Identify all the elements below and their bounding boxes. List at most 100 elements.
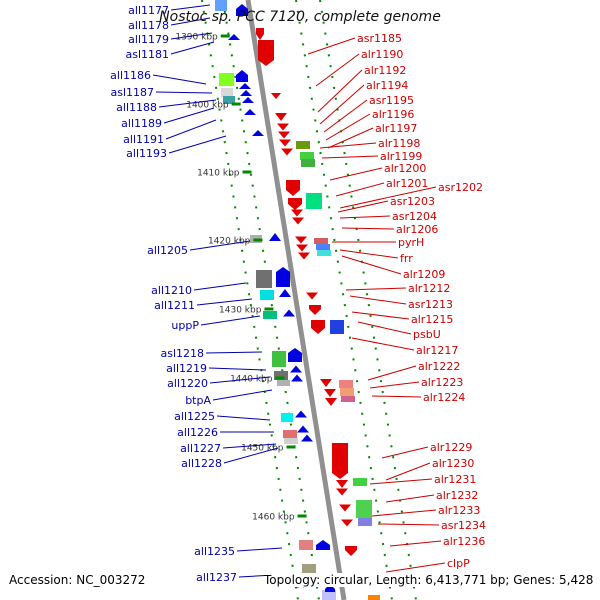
gene-label[interactable]: all1188 [116,101,157,114]
gene-label[interactable]: all1193 [126,147,167,160]
gene-leader-line [339,215,391,219]
gene-domain-block [281,413,293,422]
gene-label[interactable]: asr1203 [390,195,435,208]
gene-label[interactable]: all1179 [128,33,169,46]
gene-leader-line [351,337,415,351]
gene-leader-line [205,351,263,354]
gene-label[interactable]: all1228 [181,457,222,470]
gene-label[interactable]: all1177 [128,4,169,17]
gene-label[interactable]: alr1233 [438,504,480,517]
reverse-gene-arrow [316,540,330,550]
gene-domain-block [368,595,380,600]
gene-leader-line [357,321,412,335]
gene-label[interactable]: all1220 [167,377,208,390]
gene-leader-line [385,562,446,573]
gene-label[interactable]: all1210 [151,284,192,297]
gene-label[interactable]: alr1199 [380,150,422,163]
gene-label[interactable]: alr1196 [372,108,414,121]
gene-label[interactable]: alr1217 [416,344,458,357]
tick-mark [220,34,230,38]
gene-label[interactable]: clpP [447,557,470,570]
gene-label[interactable]: alr1232 [436,489,478,502]
gene-label[interactable]: all1191 [123,133,164,146]
gene-label[interactable]: uppP [171,319,199,332]
gene-leader-line [325,113,371,141]
gene-domain-block [296,141,310,149]
gene-label[interactable]: alr1231 [434,473,476,486]
page-title: Nostoc sp. PCC 7120, complete genome [159,9,441,25]
gene-domain-block [317,250,331,256]
gene-domain-block [284,438,298,444]
gene-label[interactable]: all1227 [180,442,221,455]
forward-gene-arrow [281,148,293,156]
tick-mark [264,307,274,311]
reverse-gene-arrow [269,233,281,241]
gene-label[interactable]: all1178 [128,19,169,32]
gene-leader-line [307,37,356,55]
gene-label[interactable]: alr1192 [364,64,406,77]
gene-label[interactable]: asr1204 [392,210,437,223]
gene-domain-block [299,540,313,550]
gene-leader-line [351,311,410,320]
gene-label[interactable]: psbU [413,328,441,341]
gene-leader-line [223,447,279,464]
gene-label[interactable]: alr1230 [432,457,474,470]
forward-gene-arrow [336,488,348,496]
gene-label[interactable]: asr1195 [369,94,414,107]
gene-label[interactable]: alr1198 [378,137,420,150]
forward-gene-arrow [341,519,353,527]
gene-label[interactable]: alr1224 [423,391,465,404]
gene-label[interactable]: asl1218 [160,347,204,360]
tick-label: 1420 kbp [208,237,251,247]
gene-label[interactable]: alr1200 [384,162,426,175]
gene-label[interactable]: alr1209 [403,268,445,281]
gene-domain-block [283,430,297,438]
gene-domain-block [260,290,274,300]
gene-label[interactable]: alr1223 [421,376,463,389]
gene-label[interactable]: pyrH [398,236,424,249]
gene-label[interactable]: asr1213 [408,298,453,311]
accession-label: Accession: NC_003272 [9,573,146,587]
gene-label[interactable]: asr1234 [441,519,486,532]
gene-label[interactable]: asl1187 [110,86,154,99]
gene-label[interactable]: all1237 [196,571,237,584]
gene-label[interactable]: all1189 [121,117,162,130]
gene-label[interactable]: alr1222 [418,360,460,373]
reverse-gene-arrow [244,109,256,115]
gene-leader-line [369,381,420,389]
gene-leader-line [349,295,407,305]
forward-gene-arrow [336,480,348,488]
gene-label[interactable]: alr1206 [396,223,438,236]
gene-domain-block [219,73,234,86]
gene-label[interactable]: all1186 [110,69,151,82]
gene-label[interactable]: alr1229 [430,441,472,454]
gene-label[interactable]: all1219 [166,362,207,375]
gene-domain-block [322,590,336,600]
gene-label[interactable]: all1211 [154,299,195,312]
gene-leader-line [377,523,440,526]
gene-leader-line [165,119,217,140]
gene-label[interactable]: asl1181 [125,48,169,61]
gene-label[interactable]: all1225 [174,410,215,423]
gene-label[interactable]: alr1190 [361,48,403,61]
gene-label[interactable]: alr1197 [375,122,417,135]
gene-label[interactable]: all1226 [177,426,218,439]
gene-label[interactable]: alr1212 [408,282,450,295]
forward-gene-arrow [278,131,290,139]
forward-gene-arrow [298,252,310,260]
gene-label[interactable]: alr1236 [443,535,485,548]
gene-label[interactable]: all1205 [147,244,188,257]
gene-label[interactable]: frr [400,252,413,265]
gene-label[interactable]: all1235 [194,545,235,558]
gene-label[interactable]: btpA [185,394,211,407]
gene-label[interactable]: alr1194 [366,79,408,92]
gene-label[interactable]: asr1202 [438,181,483,194]
gene-label[interactable]: asr1185 [357,32,402,45]
gene-label[interactable]: alr1201 [386,177,428,190]
gene-domain-block [263,311,277,319]
forward-gene-arrow [325,398,337,406]
gene-leader-line [170,32,213,40]
gene-label[interactable]: alr1215 [411,313,453,326]
gene-leader-line [329,167,383,181]
tick-label: 1450 kbp [241,444,284,454]
